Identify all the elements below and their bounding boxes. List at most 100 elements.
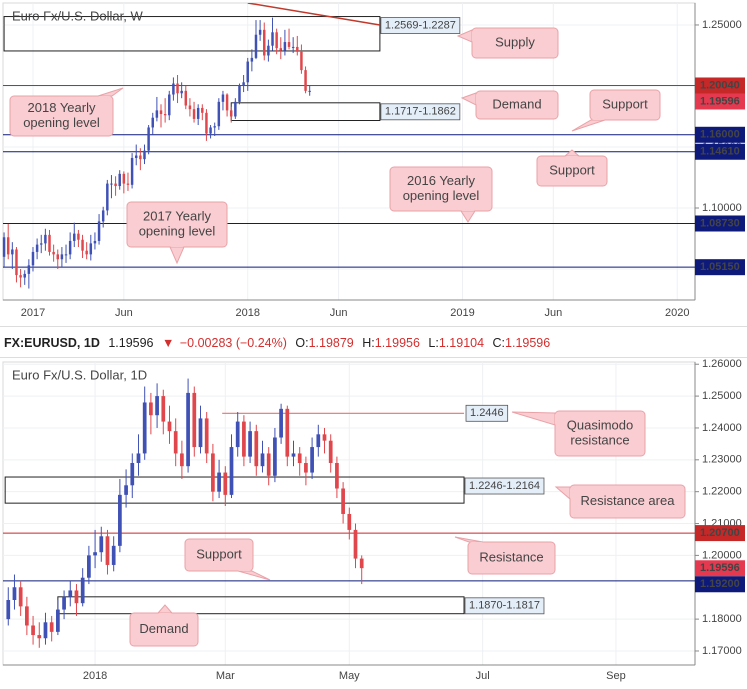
price-tag-label: 1.19596 [700,95,740,107]
candle-body [173,431,178,454]
callout-box [389,166,493,212]
candle-body [250,57,254,62]
callout-text: Resistance [479,549,543,564]
candle-body [260,453,265,467]
zone-label: 1.1717-1.1862 [385,106,456,118]
candle-body [136,453,141,463]
callout-text: 2016 Yearly [407,173,475,188]
y-tick-label: 1.17000 [702,645,742,657]
candle-body [213,126,216,128]
candle-body [186,392,190,467]
candle-body [12,587,17,601]
candle-body [198,418,203,448]
candle-body [211,453,215,492]
candle-body [304,463,308,473]
price-tag-label: 1.16000 [700,129,740,141]
candle-body [254,34,258,58]
x-tick-label: May [339,670,360,682]
price-tag [695,576,745,593]
candle-body [221,94,225,102]
candle-body [134,155,138,158]
candle-body [64,254,68,256]
candle-body [155,396,159,416]
callout-box [467,541,556,575]
y-tick-label: 1.20000 [702,549,742,561]
candle-body [89,243,93,255]
zone-label: 1.2446 [470,407,504,419]
candle-body [271,32,274,46]
callout-text: Demand [492,96,541,111]
candle-body [56,254,60,260]
callout-text: opening level [23,115,100,130]
zone-label-box [380,103,461,121]
candle-body [27,265,31,274]
candle-body [81,239,84,251]
candle-body [99,536,104,553]
callout-text: opening level [139,223,216,238]
candle-body [155,110,159,118]
candle-body [310,447,314,473]
candle-body [31,625,35,636]
price-tag-label: 1.14610 [700,146,740,158]
candle-body [296,46,299,52]
price-tag-label: 1.05150 [700,261,740,273]
candle-body [48,234,51,252]
candle-body [176,83,179,94]
candle-body [111,545,116,565]
candle-body [87,555,91,578]
ohlc-value: 1.19879 [308,336,354,350]
x-tick-label: Sep [606,670,626,682]
callout-box [184,538,254,572]
candle-body [6,237,10,255]
price-tag-label: 1.19596 [700,562,740,574]
callout-box [9,95,114,137]
callout-seam [170,245,184,247]
candle-body [308,90,311,92]
candle-body [114,183,117,187]
candle-body [192,109,196,119]
x-tick-label: 2019 [450,307,474,319]
candle-body [291,46,295,48]
candle-body [229,447,234,495]
candle-body [35,244,39,252]
candle-body [126,183,130,185]
candle-body [139,155,142,160]
y-tick-label: 1.25000 [702,390,742,402]
candle-body [341,488,345,514]
candle-body [110,183,113,185]
candle-body [285,408,290,457]
candle-body [18,587,23,607]
callout-box [589,89,661,121]
candle-body [97,221,101,241]
zone [4,476,465,504]
symbol-header: FX:EURUSD, 1D 1.19596 ▼ −0.00283 (−0.24%… [0,326,747,358]
candle-body [159,110,163,115]
price-tag-label: 1.20040 [700,79,740,91]
change-arrow: ▼ [162,336,175,350]
callout-seam [98,96,112,98]
ohlc-label: C: [492,336,506,350]
trendline [247,3,381,26]
callout-seam [469,542,483,544]
x-tick-label: Jul [476,670,490,682]
candle-body [279,48,283,51]
callout-seam [476,93,478,105]
zone-label: 1.1870-1.1817 [469,600,540,612]
candle-body [68,240,72,255]
y-tick-label: 1.26000 [702,358,742,370]
y-tick-label: 1.10000 [702,202,742,214]
candle-body [322,434,327,441]
candle-body [15,249,18,276]
zone-label: 1.2246-1.2164 [469,480,540,492]
candle-body [68,590,73,597]
callout-text: 2017 Yearly [143,208,211,223]
candle-body [258,29,262,35]
candle-body [248,431,252,457]
zone-label-box [380,17,461,34]
candle-body [74,590,79,604]
symbol: FX:EURUSD, 1D [4,336,100,350]
zone-label: 1.2569-1.2287 [385,19,456,31]
candle-body [25,606,29,626]
x-tick-label: 2017 [21,307,45,319]
